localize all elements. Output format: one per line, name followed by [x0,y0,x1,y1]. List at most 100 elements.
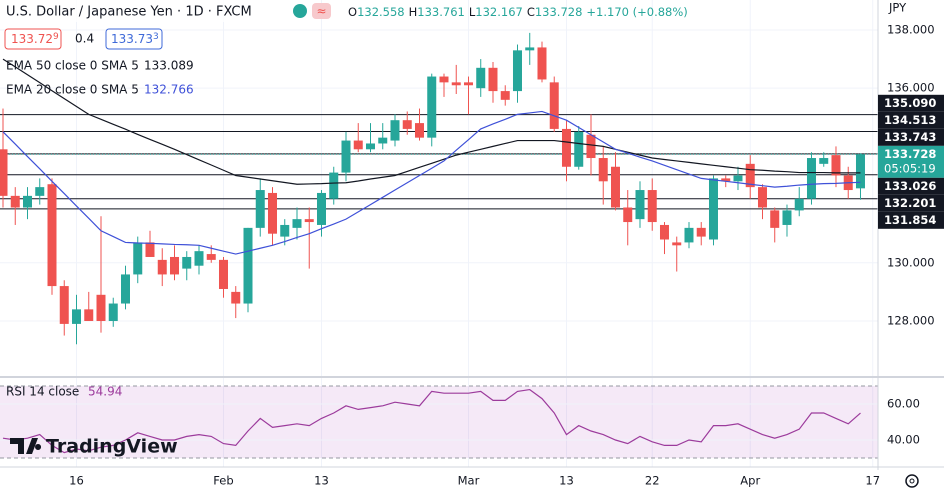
candle-body [329,172,339,199]
candle-body [255,190,265,228]
ask-pip: 3 [153,32,159,42]
candle-body [574,131,584,167]
ohlc-value: 133.728 [535,5,583,19]
rsi-band [0,385,878,459]
y-tick-label: 40.00 [887,433,920,447]
x-tick-label: 17 [865,474,880,488]
indicator-icon [312,3,331,19]
candle-body [476,67,486,89]
currency: JPY [888,1,907,15]
candle-body [525,47,535,51]
y-tick-label: 60.00 [887,396,920,410]
candle-body [610,166,620,208]
ohlc-key: H [409,5,418,19]
candle-body [708,178,718,240]
candle-body [194,251,204,266]
candle-body [757,187,767,208]
header-bg [0,0,285,22]
candle-body [500,91,510,100]
candle-body [745,163,755,188]
candle-body [218,259,228,289]
candle-body [488,67,498,92]
level-label: 131.854 [884,213,936,227]
candle-body [108,303,118,321]
candle-body [672,242,682,246]
candle-body [47,184,57,287]
candle-body [831,155,841,176]
candle-body [770,210,780,228]
level-box [878,194,944,212]
level-box [878,211,944,229]
ohlc-value: 132.167 [475,5,523,19]
candle-body [71,309,81,324]
candle-body [280,224,290,237]
bid-box [4,28,62,50]
ask-box [105,28,163,50]
level-box [878,177,944,195]
bid: 133.729 [11,32,59,46]
candle-body [451,82,461,86]
level-box [878,128,944,146]
candle-body [549,82,559,129]
level-label: 133.026 [884,179,936,193]
candle-body [733,175,743,182]
level-label: 132.201 [884,196,936,210]
ohlc-value: 133.761 [417,5,465,19]
level-label: 135.090 [884,96,936,110]
candle-body [684,227,694,243]
candle-body [96,294,106,321]
candle-body [623,207,633,223]
brand-logo [10,438,42,454]
settings-icon [905,474,919,488]
candle-body [635,190,645,220]
change: +1.170 (+0.88%) [586,5,687,19]
eye-icon [293,4,307,18]
ask: 133.733 [111,32,159,46]
candle-body [696,227,706,237]
candle-body [231,291,241,304]
x-tick-label: 13 [559,474,574,488]
settings-icon-core [909,478,915,484]
ohlc-key: L [469,5,476,19]
candle-body [598,158,608,182]
candle-body [463,82,473,86]
bid-price: 133.72 [11,32,53,46]
ask-price: 133.73 [111,32,153,46]
brand: TradingView [46,436,178,458]
legend-name: RSI 14 close [6,385,79,399]
level-label: 134.513 [884,113,936,127]
candle-body [586,134,596,159]
candle-body [169,256,179,275]
candle-body [427,76,437,138]
y-tick-label: 128.000 [887,313,935,327]
symbol-title: U.S. Dollar / Japanese Yen · 1D · FXCM [6,5,252,20]
series-line [2,58,861,185]
candle-body [390,120,400,141]
candle-body [512,50,522,92]
level-box [878,111,944,129]
candle-body [806,158,816,199]
candle-body [378,137,388,144]
candle-body [794,198,804,211]
level-box [878,94,944,112]
candle-body [182,256,192,269]
spread: 0.4 [75,32,94,46]
legend-value: 133.089 [144,59,194,73]
level-label: 133.743 [884,130,936,144]
x-tick-label: Feb [213,474,233,488]
ohlc: O132.558 H133.761 L132.167 C133.728 +1.170 (… [348,5,688,19]
bid-pip: 9 [53,32,59,42]
candle-body [647,190,657,223]
last-price-box [878,145,944,178]
x-tick-label: Apr [740,474,760,488]
candle-body [0,149,8,196]
candle-body [59,286,69,324]
candle-body [267,192,277,234]
ohlc-key: O [348,5,357,19]
candle-body [304,219,314,223]
candle-body [23,195,33,208]
candle-body [439,76,449,83]
